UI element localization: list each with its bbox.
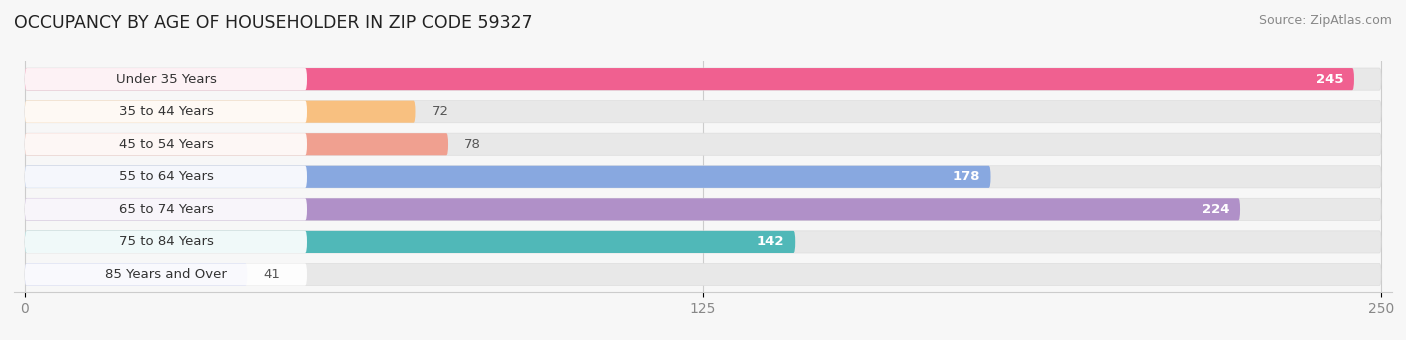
FancyBboxPatch shape — [25, 101, 416, 123]
Text: 245: 245 — [1316, 73, 1343, 86]
FancyBboxPatch shape — [25, 133, 1381, 155]
FancyBboxPatch shape — [25, 166, 990, 188]
FancyBboxPatch shape — [25, 198, 1240, 220]
FancyBboxPatch shape — [25, 68, 1354, 90]
FancyBboxPatch shape — [25, 101, 307, 123]
Text: 72: 72 — [432, 105, 449, 118]
Text: 142: 142 — [756, 235, 785, 249]
FancyBboxPatch shape — [25, 231, 307, 253]
FancyBboxPatch shape — [25, 231, 796, 253]
FancyBboxPatch shape — [25, 231, 1381, 253]
Text: 35 to 44 Years: 35 to 44 Years — [118, 105, 214, 118]
FancyBboxPatch shape — [25, 166, 1381, 188]
FancyBboxPatch shape — [25, 133, 449, 155]
FancyBboxPatch shape — [25, 198, 1381, 220]
FancyBboxPatch shape — [25, 198, 307, 220]
Text: 224: 224 — [1202, 203, 1229, 216]
Text: Source: ZipAtlas.com: Source: ZipAtlas.com — [1258, 14, 1392, 27]
Text: 65 to 74 Years: 65 to 74 Years — [118, 203, 214, 216]
Text: 75 to 84 Years: 75 to 84 Years — [118, 235, 214, 249]
Text: 178: 178 — [952, 170, 980, 183]
FancyBboxPatch shape — [25, 101, 1381, 123]
FancyBboxPatch shape — [25, 264, 1381, 286]
Text: 78: 78 — [464, 138, 481, 151]
Text: Under 35 Years: Under 35 Years — [115, 73, 217, 86]
FancyBboxPatch shape — [25, 68, 307, 90]
Text: OCCUPANCY BY AGE OF HOUSEHOLDER IN ZIP CODE 59327: OCCUPANCY BY AGE OF HOUSEHOLDER IN ZIP C… — [14, 14, 533, 32]
Text: 55 to 64 Years: 55 to 64 Years — [118, 170, 214, 183]
Text: 85 Years and Over: 85 Years and Over — [105, 268, 226, 281]
FancyBboxPatch shape — [25, 166, 307, 188]
FancyBboxPatch shape — [25, 133, 307, 155]
FancyBboxPatch shape — [25, 68, 1381, 90]
FancyBboxPatch shape — [25, 264, 307, 286]
Text: 45 to 54 Years: 45 to 54 Years — [118, 138, 214, 151]
Text: 41: 41 — [263, 268, 280, 281]
FancyBboxPatch shape — [25, 264, 247, 286]
